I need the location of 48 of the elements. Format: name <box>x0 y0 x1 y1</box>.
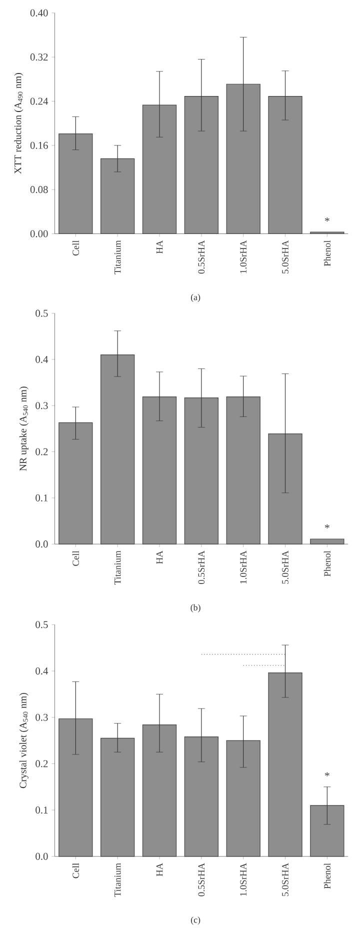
x-tick-label: Cell <box>72 550 79 566</box>
text: (c) <box>190 916 200 925</box>
y-tick-label: 0.16 <box>30 142 48 149</box>
x-tick-label: 5.0SrHA <box>282 862 288 896</box>
y-axis-title: Crystal violet (A$_{540}$ nm) <box>19 692 28 788</box>
y-tick-label: 0.4 <box>36 356 48 363</box>
y-tick-label: 0.2 <box>36 448 48 456</box>
x-tick-label: 0.5SrHA <box>198 862 205 896</box>
y-axis-title: XTT reduction (A$_{490}$ nm) <box>14 73 24 174</box>
annotation: * <box>324 524 330 528</box>
x-tick-label: 5.0SrHA <box>282 550 288 584</box>
y-tick-label: 0.5 <box>36 310 48 317</box>
y-tick-label: 0.1 <box>36 806 48 814</box>
x-tick-label: 0.5SrHA <box>198 550 205 584</box>
x-tick-label: Phenol <box>324 550 330 576</box>
y-tick-label: 0.40 <box>30 9 48 16</box>
y-tick-label: 0.08 <box>30 186 48 194</box>
x-tick-label: Titanium <box>114 240 121 274</box>
x-tick-label: 1.0SrHA <box>240 240 246 274</box>
x-tick-label: Phenol <box>324 240 330 266</box>
y-tick-label: 0.2 <box>36 760 48 768</box>
x-tick-label: HA <box>156 862 163 876</box>
x-tick-label: 1.0SrHA <box>240 550 246 584</box>
x-tick-label: Titanium <box>114 863 121 897</box>
y-tick-label: 0.0 <box>36 852 48 860</box>
x-tick-label: Cell <box>72 240 79 256</box>
y-tick-label: 0.32 <box>30 54 48 61</box>
x-tick-label: 0.5SrHA <box>198 240 205 274</box>
y-tick-label: 0.1 <box>36 494 48 502</box>
y-tick-label: 0.3 <box>36 714 48 721</box>
x-tick-label: 5.0SrHA <box>282 240 288 274</box>
annotation: * <box>324 772 330 776</box>
x-tick-label: Cell <box>72 863 79 878</box>
x-tick-label: HA <box>156 550 163 564</box>
y-tick-label: 0.0 <box>36 540 48 548</box>
annotation: * <box>324 217 330 222</box>
text: (b) <box>190 604 200 612</box>
y-tick-label: 0.3 <box>36 402 48 410</box>
y-axis-title: NR uptake (A$_{540}$ nm) <box>19 386 28 471</box>
y-tick-label: 0.4 <box>36 667 48 675</box>
y-tick-label: 0.24 <box>30 98 48 105</box>
x-tick-label: Phenol <box>324 863 330 889</box>
text: (a) <box>190 294 200 302</box>
x-tick-label: Titanium <box>114 550 121 585</box>
y-tick-label: 0.00 <box>30 230 48 238</box>
x-tick-label: HA <box>156 240 163 254</box>
y-tick-label: 0.5 <box>36 621 48 628</box>
x-tick-label: 1.0SrHA <box>240 862 246 896</box>
